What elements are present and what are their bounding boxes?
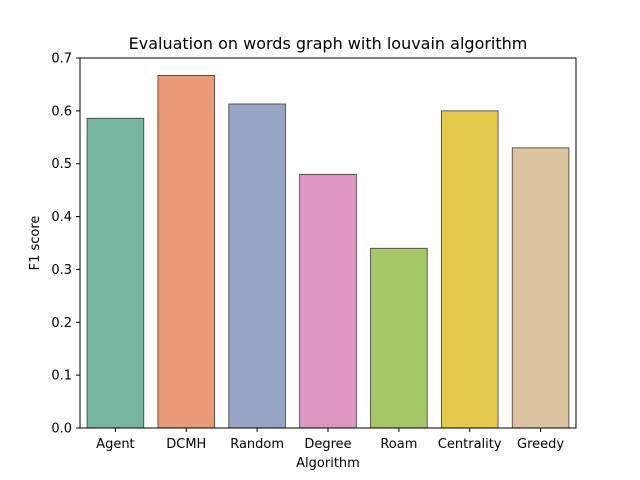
bar-greedy: [511, 147, 570, 429]
x-tick-label: Random: [230, 437, 284, 452]
y-tick-label: 0.0: [51, 422, 72, 437]
y-tick-label: 0.2: [51, 316, 72, 331]
chart-title: Evaluation on words graph with louvain a…: [129, 34, 528, 53]
x-tick-label: Centrality: [438, 437, 502, 452]
y-axis: 0.0 0.1 0.2 0.3 0.4 0.5 0.6 0.7: [51, 52, 80, 437]
bars-group: [86, 75, 570, 429]
y-axis-label: F1 score: [28, 216, 43, 271]
bar-roam: [370, 247, 428, 429]
x-tick-label: Greedy: [517, 437, 564, 452]
y-tick-label: 0.3: [51, 263, 72, 278]
y-tick-label: 0.7: [51, 52, 72, 67]
x-tick-label: DCMH: [166, 437, 206, 452]
bar-dcmh: [157, 75, 216, 429]
x-axis-label: Algorithm: [296, 456, 360, 471]
bar-agent: [86, 117, 145, 429]
y-tick-label: 0.5: [51, 157, 72, 172]
x-tick-label: Agent: [96, 437, 134, 452]
bar-random: [228, 103, 286, 429]
x-tick-label: Roam: [380, 437, 417, 452]
bar-centrality: [440, 110, 499, 429]
x-tick-label: Degree: [304, 437, 351, 452]
bar-degree: [299, 173, 357, 429]
x-axis: Agent DCMH Random Degree Roam Centrality Greed…: [96, 428, 564, 452]
y-tick-label: 0.4: [51, 210, 72, 225]
y-tick-label: 0.1: [51, 369, 72, 384]
y-tick-label: 0.6: [51, 104, 72, 119]
